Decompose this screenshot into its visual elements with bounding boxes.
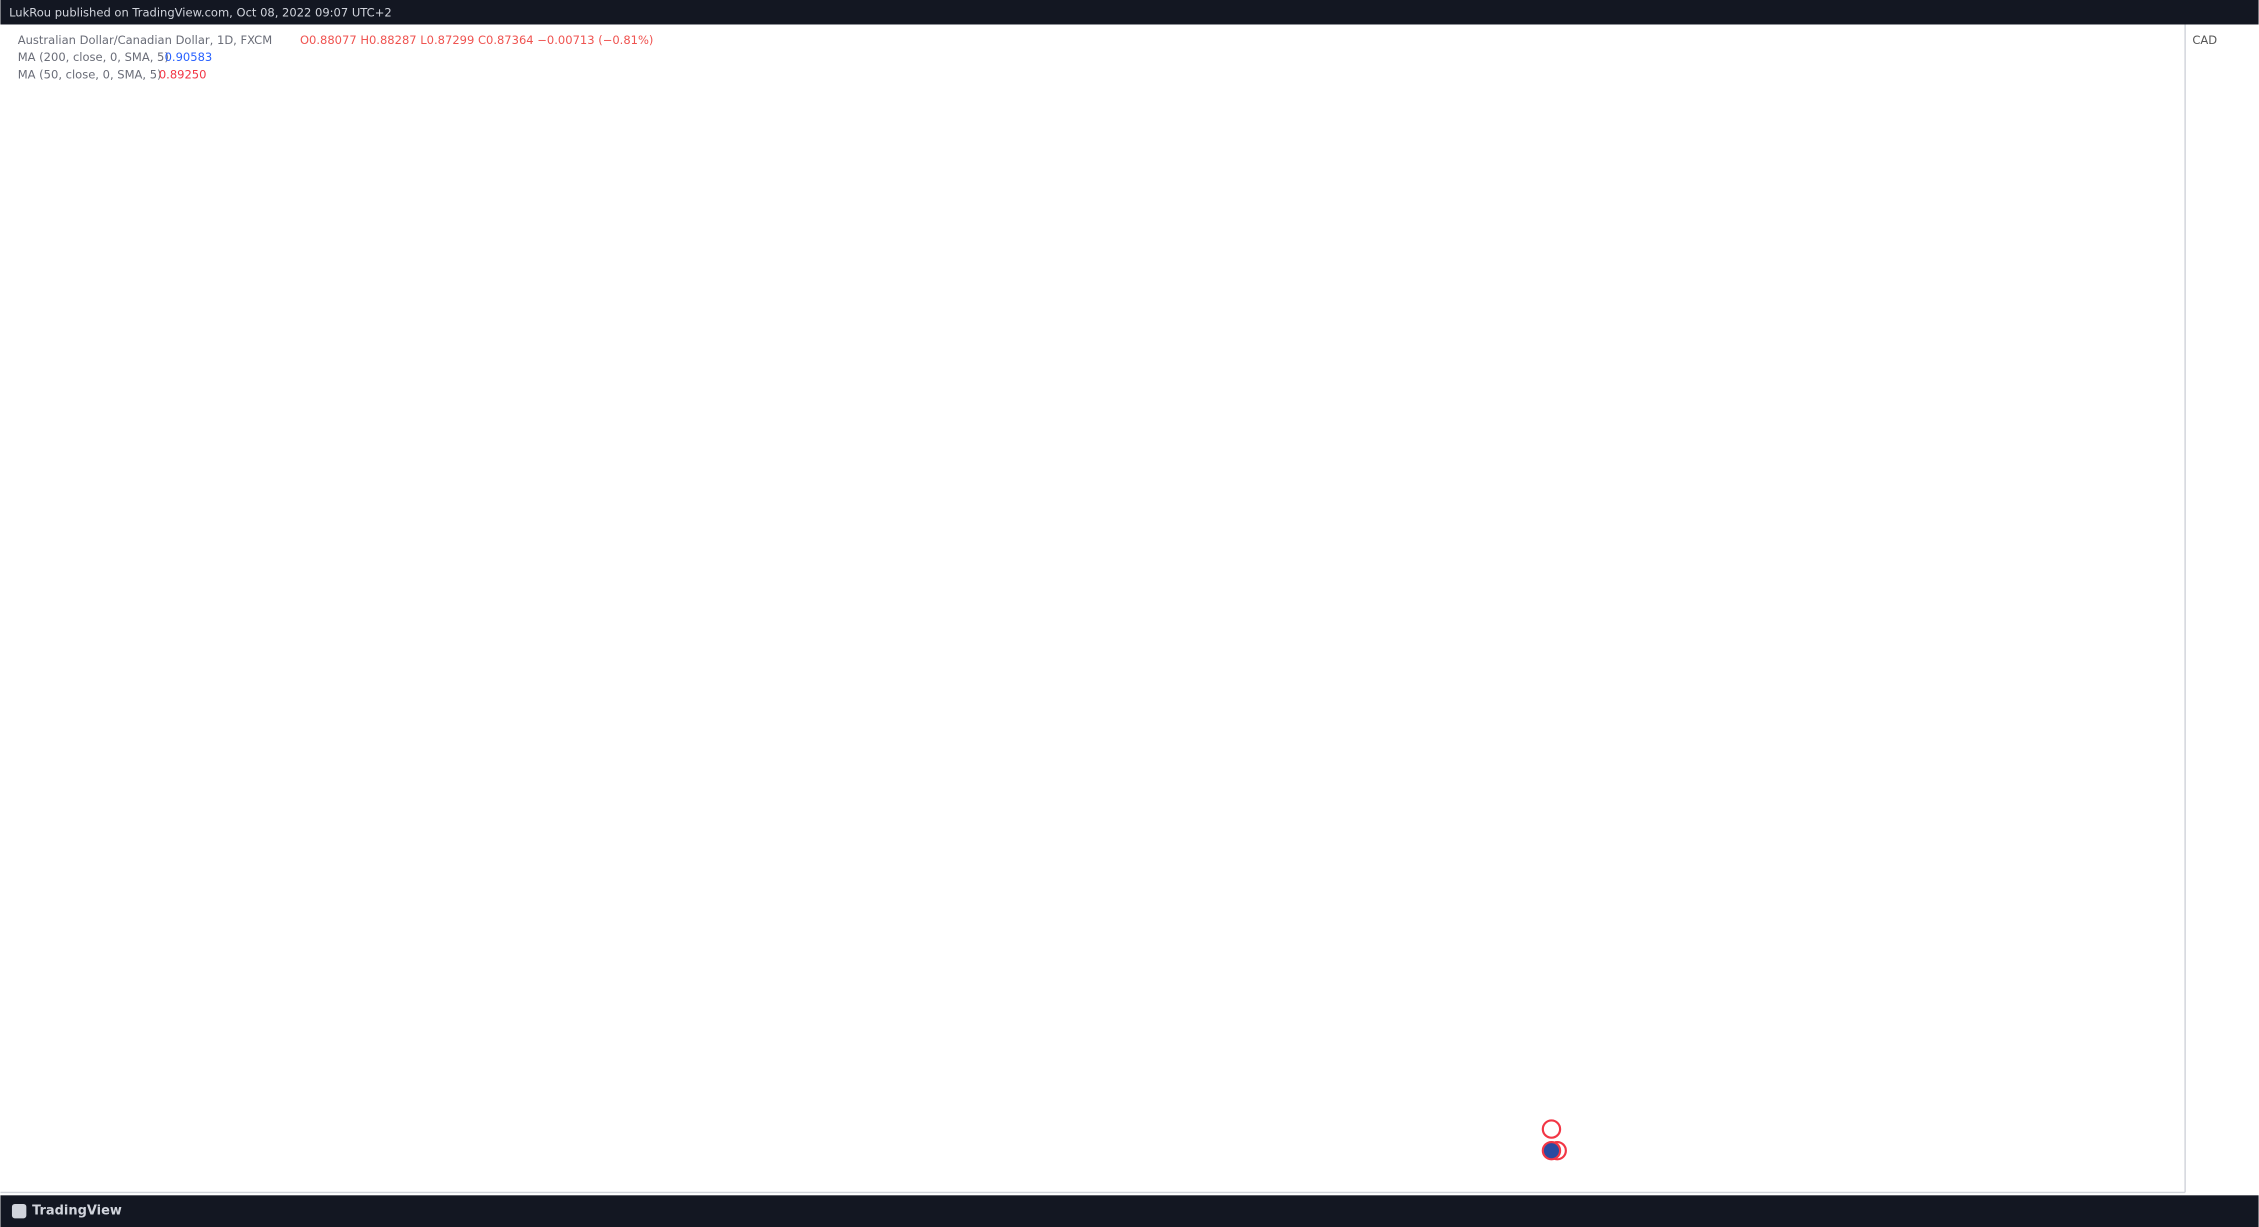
currency: CAD <box>2192 33 2217 47</box>
ma-name: MA (50, close, 0, SMA, 5) <box>18 67 162 81</box>
logo <box>11 1203 27 1219</box>
event-icons <box>1541 1119 1567 1161</box>
ma-name: MA (200, close, 0, SMA, 5) <box>18 50 169 64</box>
top-bar <box>0 0 2259 25</box>
footer-brand: TradingView <box>32 1204 122 1219</box>
publisher: LukRou published on TradingView.com, Oct… <box>9 5 392 19</box>
ma-value: 0.90583 <box>165 50 213 64</box>
ohlc-text: O0.88077 H0.88287 L0.87299 C0.87364 −0.0… <box>300 33 653 47</box>
ma-value: 0.89250 <box>159 67 207 81</box>
symbol: Australian Dollar/Canadian Dollar, 1D, F… <box>18 33 272 47</box>
bottom-bar <box>0 1195 2259 1227</box>
